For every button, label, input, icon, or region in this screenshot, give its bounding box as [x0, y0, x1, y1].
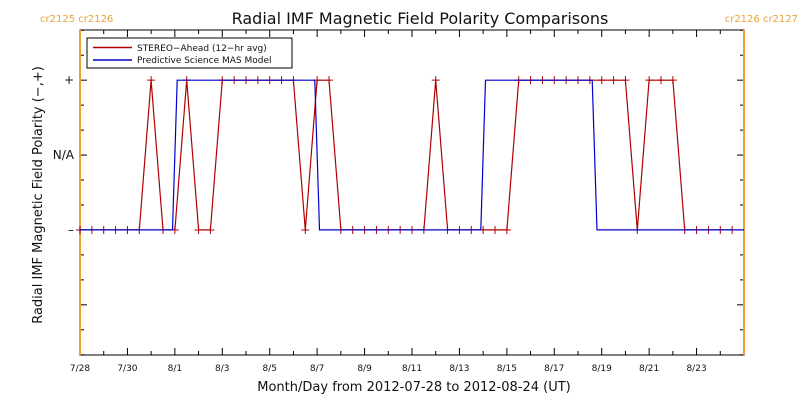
data-point-marker: [645, 76, 654, 85]
data-point-marker: [194, 225, 203, 234]
x-tick-label: 7/30: [117, 364, 137, 374]
data-point-marker: [621, 76, 630, 85]
cr-boundary-label-left: cr2125 cr2126: [40, 14, 113, 25]
x-tick-label: 8/19: [592, 364, 612, 374]
x-tick-label: 8/17: [544, 364, 564, 374]
data-point-marker: [491, 225, 499, 234]
data-point-marker: [502, 225, 511, 234]
cr-boundary-label-right: cr2126 cr2127: [725, 14, 798, 25]
x-tick-label: 8/15: [497, 364, 517, 374]
y-tick-label: +: [64, 73, 74, 87]
y-tick-label: N/A: [53, 148, 75, 162]
y-axis-label: Radial IMF Magnetic Field Polarity (−,+): [31, 66, 46, 324]
data-point-marker: [609, 76, 618, 85]
data-point-marker: [147, 76, 156, 85]
legend-entry-stereo: STEREO−Ahead (12−hr avg): [137, 44, 267, 54]
x-tick-label: 8/11: [402, 364, 422, 374]
x-tick-label: 8/5: [262, 364, 276, 374]
legend-box: [86, 37, 293, 69]
x-tick-label: 8/9: [357, 364, 372, 374]
y-tick-label: –: [68, 223, 74, 237]
data-point-marker: [431, 76, 440, 85]
x-tick-label: 8/3: [215, 364, 229, 374]
x-tick-label: 8/1: [168, 364, 182, 374]
legend: STEREO−Ahead (12−hr avg) Predictive Scie…: [86, 37, 293, 69]
x-tick-label: 8/13: [449, 364, 469, 374]
x-tick-label: 8/21: [639, 364, 659, 374]
plot-area: 7/28 7/30 8/1 8/3 8/5 8/7 8/9 8/11 8/13 8/15 8/17 8…: [53, 29, 745, 374]
legend-entry-model: Predictive Science MAS Model: [137, 56, 272, 66]
data-point-marker: [325, 76, 333, 85]
series-line-model: [80, 79, 744, 231]
x-axis-label: Month/Day from 2012-07-28 to 2012-08-24 …: [257, 380, 570, 395]
x-tick-label: 8/7: [310, 364, 324, 374]
data-point-marker: [657, 76, 665, 85]
x-tick-label: 8/23: [686, 364, 706, 374]
x-tick-label: 7/28: [70, 364, 90, 374]
chart-title: Radial IMF Magnetic Field Polarity Compa…: [232, 9, 609, 28]
data-point-marker: [597, 76, 606, 85]
data-point-marker: [206, 225, 215, 234]
data-point-marker: [301, 225, 310, 234]
data-point-marker: [668, 76, 677, 85]
